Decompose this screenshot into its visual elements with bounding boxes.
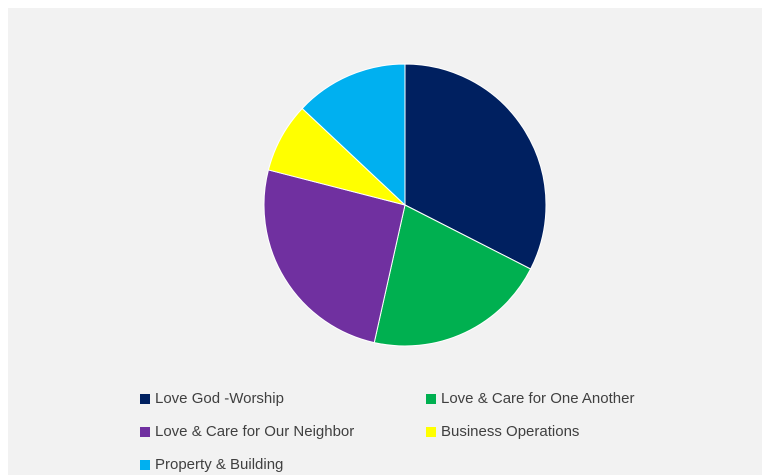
legend-item-love-care-one-another: Love & Care for One Another (426, 390, 634, 407)
legend-swatch-love-care-one-another (426, 393, 436, 404)
legend-label-property-building: Property & Building (155, 456, 284, 473)
legend-item-love-care-neighbor: Love & Care for Our Neighbor (140, 423, 354, 440)
legend-label-business-operations: Business Operations (441, 423, 580, 440)
legend-swatch-love-god-worship (140, 393, 150, 404)
pie-chart (263, 63, 547, 347)
legend-swatch-property-building (140, 459, 150, 470)
pie-slice-1 (373, 204, 532, 347)
pie-slice-2 (263, 169, 406, 344)
chart-area: Love God -Worship Love & Care for One An… (8, 8, 762, 475)
legend-label-love-care-neighbor: Love & Care for Our Neighbor (155, 423, 355, 440)
legend-label-love-care-one-another: Love & Care for One Another (441, 390, 635, 407)
legend-item-business-operations: Business Operations (426, 423, 579, 440)
legend-item-love-god-worship: Love God -Worship (140, 390, 284, 407)
pie-slice-0 (404, 63, 547, 270)
legend-swatch-love-care-neighbor (140, 426, 150, 437)
legend-swatch-business-operations (426, 426, 436, 437)
legend-item-property-building: Property & Building (140, 456, 283, 473)
legend-label-love-god-worship: Love God -Worship (155, 390, 284, 407)
pie-slice-4 (301, 63, 406, 207)
